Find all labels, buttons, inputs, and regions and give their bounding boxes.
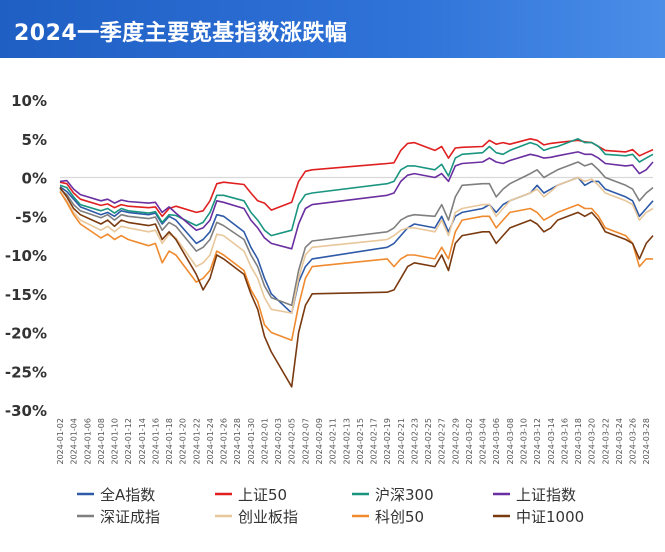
x-tick-label: 2024-02-23 xyxy=(410,418,419,465)
x-tick-label: 2024-03-28 xyxy=(642,418,651,465)
series-line xyxy=(59,138,654,237)
line-chart: 10% 5% 0% -5% -10% -15% -20% -25% -30% 2024-01-0… xyxy=(5,92,654,526)
x-tick-label: 2024-02-17 xyxy=(370,418,379,465)
legend-label: 中证1000 xyxy=(516,508,584,526)
x-axis: 2024-01-02 2024-01-04 2024-01-06 2024-01-08… xyxy=(56,418,651,465)
title-banner: 2024一季度主要宽基指数涨跌幅 xyxy=(0,0,665,58)
series-line xyxy=(59,187,654,388)
legend-label: 全A指数 xyxy=(100,486,155,504)
x-tick-label: 2024-02-07 xyxy=(301,418,310,465)
legend-label: 科创50 xyxy=(375,508,424,526)
x-tick-label: 2024-01-04 xyxy=(70,418,79,465)
x-tick-label: 2024-01-10 xyxy=(111,418,120,465)
chart-title: 2024一季度主要宽基指数涨跌幅 xyxy=(14,21,348,46)
x-tick-label: 2024-01-22 xyxy=(192,418,201,465)
x-tick-label: 2024-01-26 xyxy=(220,418,229,465)
legend-label: 沪深300 xyxy=(375,486,434,504)
x-tick-label: 2024-03-24 xyxy=(615,418,624,465)
x-tick-label: 2024-01-18 xyxy=(165,418,174,465)
series-line xyxy=(59,176,654,314)
x-tick-label: 2024-03-22 xyxy=(601,418,610,465)
y-tick-label: -30% xyxy=(5,402,47,420)
x-tick-label: 2024-02-29 xyxy=(451,418,460,465)
x-tick-label: 2024-02-21 xyxy=(397,418,406,465)
x-tick-label: 2024-03-18 xyxy=(574,418,583,465)
x-tick-label: 2024-01-30 xyxy=(247,418,256,465)
y-tick-label: -15% xyxy=(5,286,47,304)
y-tick-label: 5% xyxy=(22,131,47,149)
x-tick-label: 2024-03-26 xyxy=(629,418,638,465)
x-tick-label: 2024-03-10 xyxy=(519,418,528,465)
series-line xyxy=(59,161,654,307)
x-tick-label: 2024-03-16 xyxy=(560,418,569,465)
x-tick-label: 2024-01-14 xyxy=(138,418,147,465)
x-tick-label: 2024-02-13 xyxy=(342,418,351,465)
x-tick-label: 2024-01-16 xyxy=(151,418,160,465)
x-tick-label: 2024-03-14 xyxy=(547,418,556,465)
x-tick-label: 2024-02-03 xyxy=(274,418,283,465)
legend-label: 深证成指 xyxy=(100,508,160,526)
x-tick-label: 2024-01-02 xyxy=(56,418,65,465)
x-tick-label: 2024-01-28 xyxy=(233,418,242,465)
x-tick-label: 2024-02-05 xyxy=(288,418,297,465)
x-tick-label: 2024-03-06 xyxy=(492,418,501,465)
x-tick-label: 2024-03-04 xyxy=(479,418,488,465)
x-tick-label: 2024-01-06 xyxy=(83,418,92,465)
y-tick-label: -10% xyxy=(5,247,47,265)
y-axis: 10% 5% 0% -5% -10% -15% -20% -25% -30% xyxy=(5,92,47,420)
x-tick-label: 2024-02-09 xyxy=(315,418,324,465)
y-tick-label: -25% xyxy=(5,363,47,381)
x-tick-label: 2024-01-20 xyxy=(179,418,188,465)
y-tick-label: 0% xyxy=(22,170,47,188)
x-tick-label: 2024-02-25 xyxy=(424,418,433,465)
series-line xyxy=(59,191,653,342)
y-tick-label: -5% xyxy=(15,208,47,226)
legend-label: 上证50 xyxy=(238,486,287,504)
x-tick-label: 2024-03-02 xyxy=(465,418,474,465)
x-tick-label: 2024-01-24 xyxy=(206,418,215,465)
y-tick-label: -20% xyxy=(5,325,47,343)
x-tick-label: 2024-02-11 xyxy=(329,418,338,465)
x-tick-label: 2024-02-19 xyxy=(383,418,392,465)
series-lines xyxy=(59,138,654,388)
x-tick-label: 2024-03-12 xyxy=(533,418,542,465)
y-tick-label: 10% xyxy=(11,92,47,110)
x-tick-label: 2024-02-01 xyxy=(260,418,269,465)
x-tick-label: 2024-01-12 xyxy=(124,418,133,465)
x-tick-label: 2024-02-27 xyxy=(438,418,447,465)
x-tick-label: 2024-03-20 xyxy=(588,418,597,465)
x-tick-label: 2024-03-08 xyxy=(506,418,515,465)
x-tick-label: 2024-02-15 xyxy=(356,418,365,465)
x-tick-label: 2024-01-08 xyxy=(97,418,106,465)
legend-label: 上证指数 xyxy=(516,486,576,504)
series-line xyxy=(59,151,654,250)
series-line xyxy=(59,138,654,218)
legend-label: 创业板指 xyxy=(238,508,298,526)
